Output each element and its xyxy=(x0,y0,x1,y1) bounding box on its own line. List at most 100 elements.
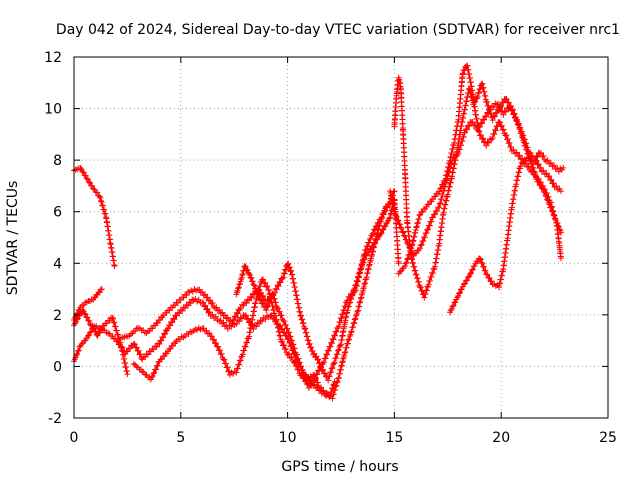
data-point xyxy=(366,239,373,246)
data-point xyxy=(113,327,120,334)
data-point xyxy=(269,291,276,298)
data-point xyxy=(334,378,341,385)
data-point xyxy=(444,172,451,179)
data-point xyxy=(357,295,364,302)
data-point xyxy=(428,274,435,281)
data-point xyxy=(377,230,384,237)
y-tick-label: 2 xyxy=(53,308,62,324)
data-point xyxy=(150,370,157,377)
data-point xyxy=(358,261,365,268)
data-point xyxy=(506,139,513,146)
data-point xyxy=(205,309,212,316)
data-point xyxy=(443,177,450,184)
data-point xyxy=(438,196,445,203)
series-sat-g xyxy=(233,188,398,391)
data-point xyxy=(74,351,81,358)
data-point xyxy=(284,325,291,332)
series-sat-k xyxy=(446,149,567,316)
data-point xyxy=(329,395,336,402)
data-point xyxy=(343,344,350,351)
data-point xyxy=(297,313,304,320)
data-point xyxy=(247,274,254,281)
data-point xyxy=(510,146,517,153)
data-point xyxy=(354,308,361,315)
data-point xyxy=(111,319,118,326)
data-point xyxy=(210,336,217,343)
data-point xyxy=(324,351,331,358)
data-point xyxy=(413,271,420,278)
data-point xyxy=(298,312,305,319)
data-point xyxy=(130,340,137,347)
data-point xyxy=(543,170,550,177)
data-point xyxy=(214,307,221,314)
data-point xyxy=(458,142,465,149)
data-point xyxy=(303,377,310,384)
data-point xyxy=(263,283,270,290)
data-point xyxy=(531,156,538,163)
data-point xyxy=(281,318,288,325)
data-point xyxy=(478,135,485,142)
data-point xyxy=(395,217,402,224)
data-point xyxy=(406,244,413,251)
data-point xyxy=(240,267,247,274)
data-point xyxy=(246,270,253,277)
data-point xyxy=(332,386,339,393)
data-point xyxy=(414,219,421,226)
data-point xyxy=(319,388,326,395)
data-point xyxy=(114,338,121,345)
data-point xyxy=(290,341,297,348)
data-point xyxy=(560,164,567,171)
data-point xyxy=(252,285,259,292)
data-point xyxy=(325,377,332,384)
data-point xyxy=(245,315,252,322)
data-point xyxy=(487,135,494,142)
data-point xyxy=(143,350,150,357)
data-point xyxy=(357,298,364,305)
data-point xyxy=(523,140,530,147)
data-point xyxy=(539,182,546,189)
data-point xyxy=(186,299,193,306)
data-point xyxy=(219,320,226,327)
data-point xyxy=(541,186,548,193)
data-point xyxy=(425,226,432,233)
data-point xyxy=(109,314,116,321)
data-point xyxy=(537,179,544,186)
data-point xyxy=(472,121,479,128)
data-point xyxy=(352,281,359,288)
data-point xyxy=(182,291,189,298)
data-point xyxy=(394,217,401,224)
data-point xyxy=(403,259,410,266)
data-point xyxy=(362,279,369,286)
data-point xyxy=(417,245,424,252)
data-point xyxy=(217,317,224,324)
data-point xyxy=(258,276,265,283)
data-point xyxy=(508,143,515,150)
data-point xyxy=(216,347,223,354)
data-point xyxy=(273,286,280,293)
data-point xyxy=(241,347,248,354)
data-point xyxy=(356,270,363,277)
data-point xyxy=(307,373,314,380)
data-point xyxy=(224,364,231,371)
data-point xyxy=(287,354,294,361)
data-point xyxy=(412,267,419,274)
data-point xyxy=(477,86,484,93)
data-point xyxy=(288,353,295,360)
data-point xyxy=(361,281,368,288)
data-point xyxy=(244,296,251,303)
data-point xyxy=(369,231,376,238)
data-point xyxy=(87,329,94,336)
data-point xyxy=(220,312,227,319)
data-point xyxy=(330,391,337,398)
data-point xyxy=(529,152,536,159)
data-point xyxy=(467,269,474,276)
data-point xyxy=(346,333,353,340)
data-point xyxy=(287,333,294,340)
data-point xyxy=(112,323,119,330)
data-point xyxy=(96,289,103,296)
data-point xyxy=(424,226,431,233)
data-point xyxy=(491,113,498,120)
data-point xyxy=(533,153,540,160)
data-point xyxy=(257,317,264,324)
data-point xyxy=(535,161,542,168)
